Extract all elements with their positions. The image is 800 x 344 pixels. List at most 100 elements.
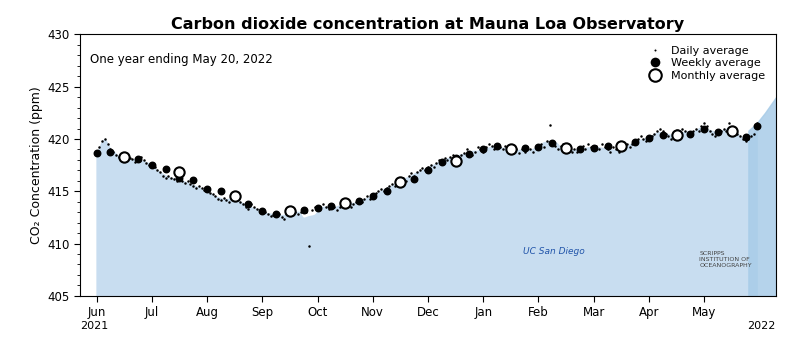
Point <box>187 177 200 183</box>
Point <box>582 141 594 147</box>
Point <box>203 191 216 196</box>
Point <box>742 136 754 142</box>
Point <box>283 209 296 215</box>
Point <box>422 168 434 173</box>
Point <box>747 131 760 137</box>
Point <box>546 140 558 146</box>
Point <box>131 157 145 163</box>
Point <box>162 173 174 178</box>
Point <box>422 164 434 170</box>
Point <box>289 209 302 215</box>
Point <box>106 149 119 154</box>
Point <box>90 152 103 158</box>
Point <box>358 196 371 201</box>
Point <box>739 134 752 140</box>
Point <box>518 146 531 151</box>
Point <box>142 162 155 168</box>
Point <box>292 212 305 217</box>
Point <box>737 136 750 142</box>
Point <box>178 180 191 186</box>
Point <box>424 162 437 168</box>
Point <box>485 143 498 149</box>
Point <box>386 181 398 187</box>
Point <box>662 133 674 139</box>
Point <box>325 203 338 209</box>
Point <box>366 194 379 199</box>
Point <box>574 147 586 152</box>
Point <box>237 201 250 206</box>
Point <box>250 206 263 212</box>
Point <box>394 178 406 184</box>
Point <box>477 149 490 154</box>
Text: UC San Diego: UC San Diego <box>523 247 585 256</box>
Point <box>731 131 744 137</box>
Point <box>482 141 495 147</box>
Point <box>532 144 545 150</box>
Point <box>391 180 404 186</box>
Point <box>471 144 484 150</box>
Point <box>206 192 219 197</box>
Point <box>338 201 351 206</box>
Y-axis label: CO₂ Concentration (ppm): CO₂ Concentration (ppm) <box>30 86 43 244</box>
Point <box>248 204 261 210</box>
Point <box>654 126 666 131</box>
Point <box>678 128 691 133</box>
Point <box>505 148 518 153</box>
Point <box>344 204 357 210</box>
Point <box>590 143 603 149</box>
Point <box>361 194 374 199</box>
Point <box>711 129 724 135</box>
Point <box>568 147 581 152</box>
Point <box>190 185 202 191</box>
Point <box>435 159 448 165</box>
Point <box>402 173 415 178</box>
Point <box>374 186 387 192</box>
Point <box>273 212 286 217</box>
Point <box>146 162 158 168</box>
Legend: Daily average, Weekly average, Monthly average: Daily average, Weekly average, Monthly a… <box>638 40 770 87</box>
Point <box>102 141 114 147</box>
Point <box>353 197 366 202</box>
Point <box>612 149 625 154</box>
Point <box>642 136 655 142</box>
Point <box>173 175 186 180</box>
Point <box>187 183 200 189</box>
Point <box>695 124 708 129</box>
Point <box>129 159 142 165</box>
Point <box>408 176 421 182</box>
Point <box>338 199 351 204</box>
Point <box>670 131 683 137</box>
Point <box>317 201 330 206</box>
Point <box>646 133 658 139</box>
Point <box>682 131 694 137</box>
Point <box>410 170 423 175</box>
Point <box>298 207 310 213</box>
Point <box>726 126 738 131</box>
Point <box>228 194 241 199</box>
Point <box>311 205 324 211</box>
Point <box>667 133 680 139</box>
Point <box>606 144 619 150</box>
Point <box>526 149 539 154</box>
Point <box>631 136 644 142</box>
Point <box>494 144 506 150</box>
Point <box>283 208 296 214</box>
Point <box>286 207 299 213</box>
Point <box>499 143 512 149</box>
Title: Carbon dioxide concentration at Mauna Loa Observatory: Carbon dioxide concentration at Mauna Lo… <box>171 17 685 32</box>
Point <box>595 141 609 147</box>
Point <box>262 212 274 217</box>
Point <box>336 201 349 206</box>
Point <box>488 147 501 152</box>
Point <box>587 147 600 152</box>
Point <box>629 139 642 145</box>
Point <box>416 165 429 171</box>
Point <box>256 207 269 213</box>
Point <box>394 179 406 185</box>
Point <box>706 131 719 137</box>
Point <box>270 209 282 215</box>
Point <box>176 178 189 184</box>
Point <box>659 131 672 137</box>
Point <box>521 144 534 150</box>
Point <box>703 128 716 133</box>
